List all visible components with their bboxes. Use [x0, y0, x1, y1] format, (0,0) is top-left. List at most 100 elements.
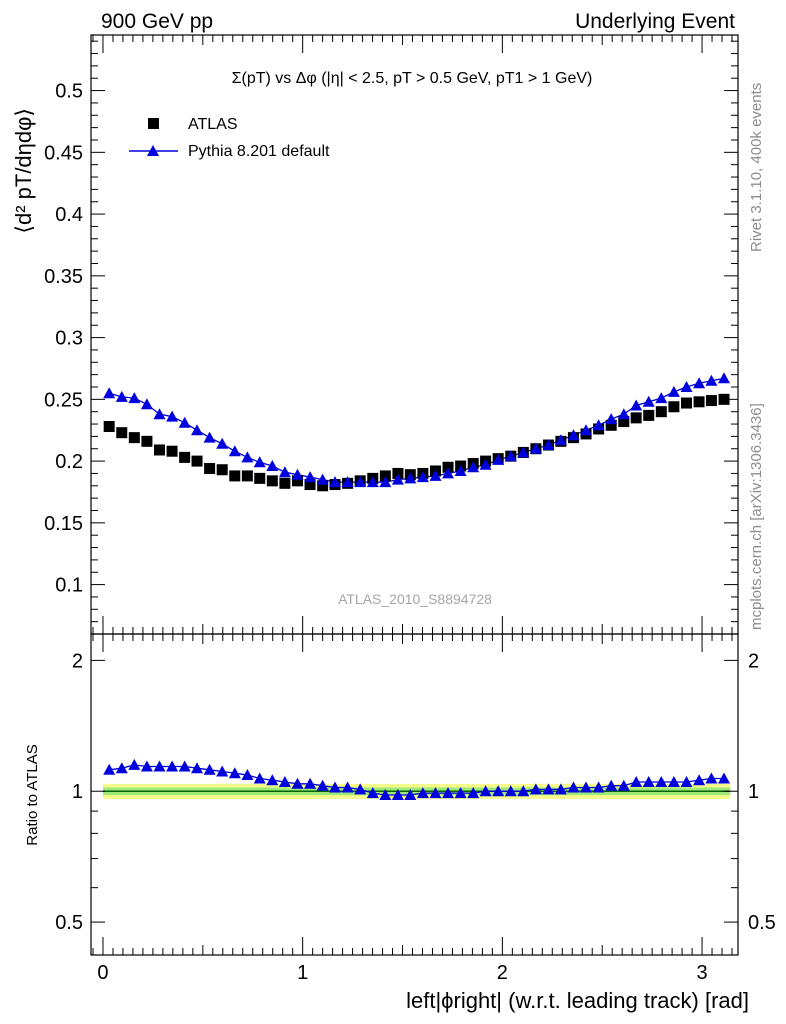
pythia-ratio-point — [354, 783, 367, 795]
pythia-point — [630, 399, 643, 411]
atlas-point — [216, 464, 228, 476]
pythia-point — [341, 476, 354, 488]
pythia-point — [379, 476, 392, 488]
pythia-point — [178, 416, 191, 428]
pythia-point — [529, 442, 542, 454]
main-y-tick-label: 0.4 — [55, 204, 83, 226]
side-label-rivet: Rivet 3.1.10, 400k events — [748, 83, 765, 252]
pythia-point — [655, 392, 668, 404]
legend-pythia-label: Pythia 8.201 default — [188, 143, 330, 160]
pythia-point — [554, 434, 567, 446]
atlas-point — [116, 427, 128, 439]
atlas-point — [605, 419, 617, 431]
pythia-ratio-point — [655, 776, 668, 787]
ratio-panel-frame — [90, 633, 739, 956]
main-ylabel: ⟨d² pT/dηdφ⟩ — [11, 108, 36, 234]
main-y-tick-label: 0.15 — [44, 513, 83, 535]
pythia-ratio-point — [467, 787, 480, 799]
main-title: Σ(pT) vs Δφ (|η| < 2.5, pT > 0.5 GeV, pT… — [232, 70, 593, 87]
atlas-point — [279, 477, 291, 489]
ratio-y-tick-label: 1 — [72, 781, 83, 803]
pythia-point — [605, 413, 618, 425]
pythia-ratio-point — [567, 781, 580, 793]
atlas-point — [241, 470, 253, 482]
pythia-ratio-point — [517, 785, 530, 797]
pythia-ratio-point — [128, 758, 141, 770]
pythia-ratio-point — [680, 776, 693, 787]
atlas-point — [618, 416, 630, 428]
pythia-point — [580, 424, 592, 436]
pythia-point — [329, 476, 341, 488]
pythia-ratio-point — [642, 776, 655, 787]
atlas-point — [153, 444, 165, 456]
pythia-point — [253, 456, 266, 468]
pythia-ratio-point — [693, 774, 706, 786]
xlabel: left|ϕright| (w.r.t. leading track) [rad… — [406, 988, 749, 1013]
main-y-tick-label: 0.5 — [55, 81, 83, 103]
pythia-ratio-point — [153, 760, 166, 772]
pythia-ratio-point — [216, 765, 229, 777]
pythia-ratio-point — [203, 763, 216, 775]
pythia-ratio-point — [580, 781, 592, 793]
atlas-point — [693, 396, 705, 408]
atlas-point — [179, 451, 191, 463]
atlas-point — [291, 475, 303, 487]
atlas-point — [128, 432, 140, 444]
pythia-ratio-point — [391, 789, 404, 800]
pythia-point — [291, 468, 304, 480]
pythia-point — [454, 465, 467, 476]
pythia-point — [542, 439, 555, 450]
atlas-point — [655, 406, 667, 418]
pythia-ratio-point — [140, 760, 153, 772]
pythia-point — [153, 408, 166, 420]
atlas-point — [204, 463, 216, 475]
pythia-ratio-point — [529, 783, 542, 795]
pythia-ratio-point — [630, 776, 643, 787]
atlas-point — [229, 470, 241, 482]
main-y-tick-label: 0.2 — [55, 451, 83, 473]
pythia-ratio-point — [705, 772, 718, 784]
pythia-point — [442, 467, 454, 479]
atlas-point — [630, 412, 642, 424]
pythia-ratio-point — [617, 779, 630, 791]
main-y-tick-label: 0.1 — [55, 575, 83, 597]
pythia-point — [266, 460, 279, 471]
pythia-point — [203, 431, 216, 443]
pythia-point — [404, 472, 417, 484]
pythia-ratio-point — [329, 781, 341, 793]
legend: ATLAS Pythia 8.201 default — [129, 116, 330, 160]
pythia-point — [391, 473, 404, 485]
main-y-tick-label: 0.45 — [44, 142, 83, 164]
pythia-point — [316, 473, 329, 485]
header-left: 900 GeV pp — [101, 10, 213, 33]
main-y-tick-label: 0.3 — [55, 328, 83, 350]
ratio-y-tick-label-right: 0.5 — [748, 912, 776, 934]
pythia-point — [705, 374, 718, 386]
side-label-mcplots: mcplots.cern.ch [arXiv:1306.3436] — [748, 403, 765, 630]
pythia-ratio-point — [253, 772, 266, 784]
main-y-tick-label: 0.35 — [44, 266, 83, 288]
pythia-point — [304, 471, 317, 483]
atlas-point — [705, 395, 717, 407]
x-tick-label: 0 — [97, 962, 108, 984]
pythia-point — [191, 424, 203, 436]
atlas-point — [379, 470, 391, 482]
pythia-ratio-point — [416, 787, 429, 799]
pythia-point — [166, 410, 179, 422]
pythia-ratio-point — [492, 785, 505, 797]
pythia-ratio-point — [278, 776, 291, 787]
atlas-point — [442, 461, 454, 473]
pythia-ratio-point — [404, 789, 417, 800]
pythia-ratio-point — [718, 772, 730, 784]
legend-atlas-marker — [148, 118, 159, 129]
pythia-point — [115, 390, 128, 402]
x-tick-label: 3 — [696, 962, 707, 984]
pythia-ratio-point — [115, 762, 128, 774]
legend-pythia-marker — [147, 145, 159, 156]
pythia-point — [667, 385, 680, 397]
atlas-point — [141, 435, 153, 447]
atlas-point — [254, 472, 266, 484]
atlas-point — [643, 409, 655, 421]
pythia-ratio-point — [554, 783, 567, 795]
